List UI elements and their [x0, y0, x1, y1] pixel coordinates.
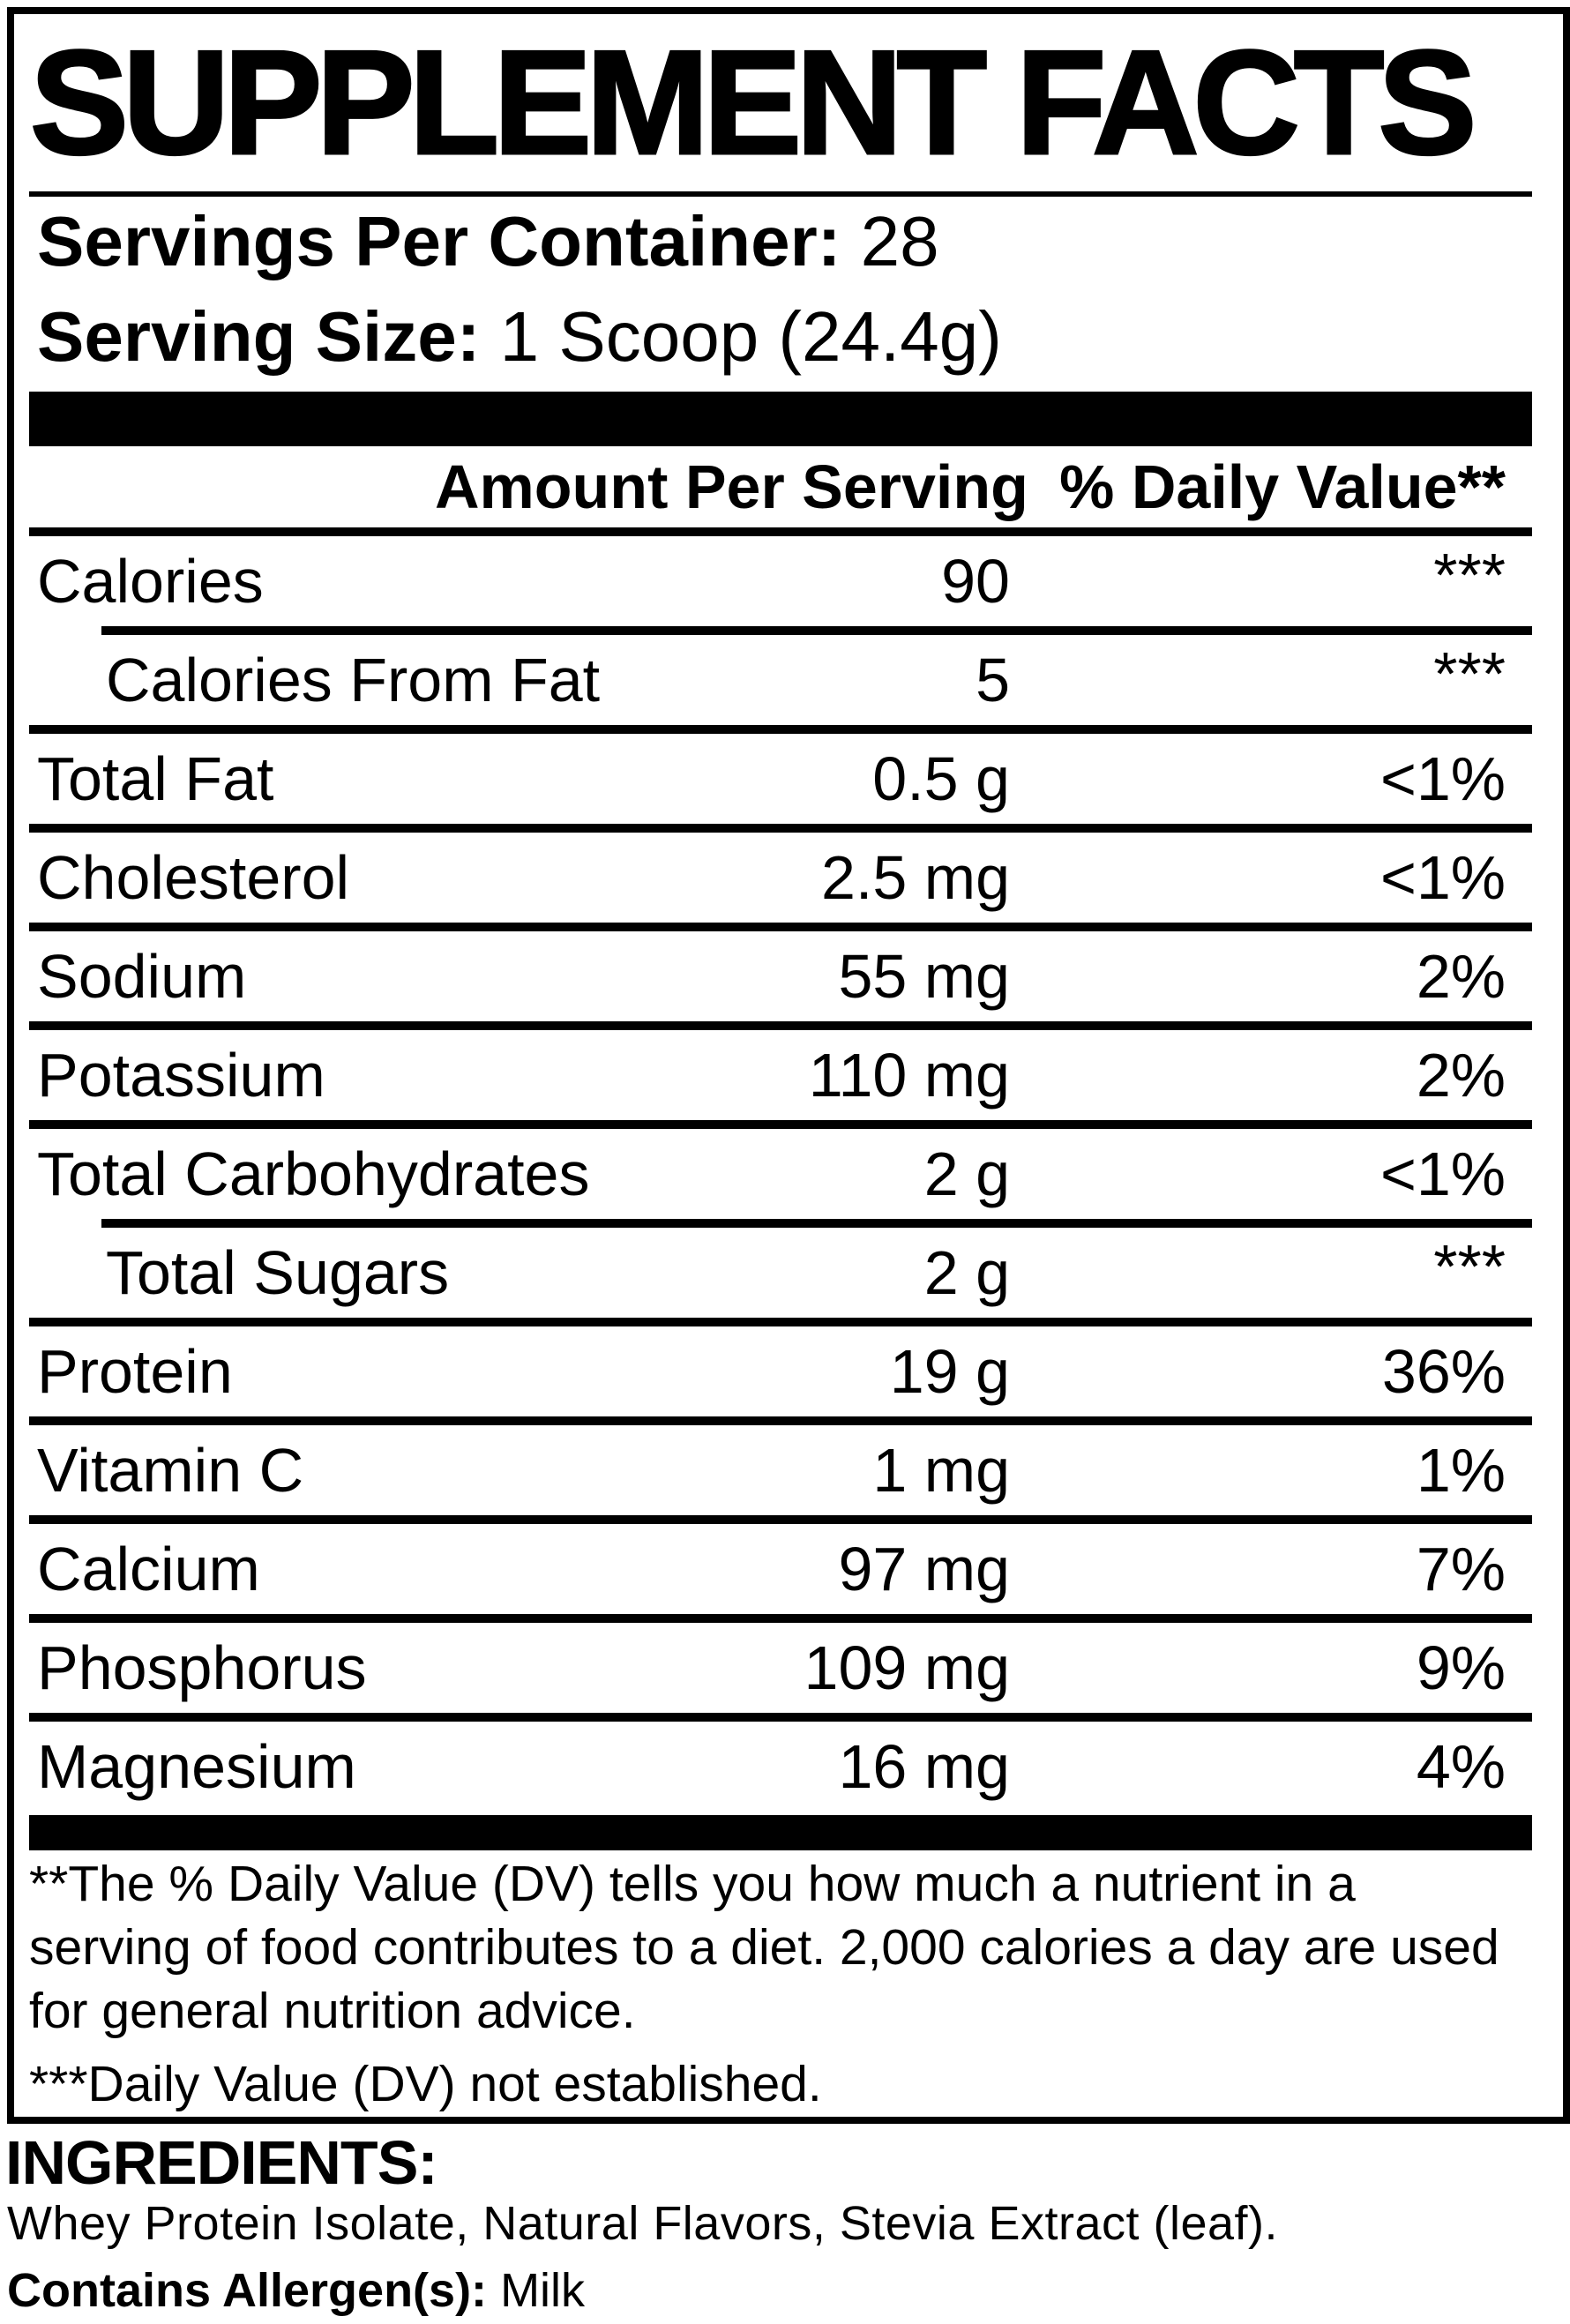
nutrient-name: Total Fat — [37, 744, 274, 813]
nutrient-name: Total Carbohydrates — [37, 1140, 590, 1208]
panel-title: SUPPLEMENT FACTS — [28, 19, 1477, 187]
table-row: Potassium 110 mg 2% — [29, 1030, 1532, 1129]
nutrient-name: Calcium — [37, 1535, 260, 1603]
ingredients-list: Whey Protein Isolate, Natural Flavors, S… — [7, 2197, 1279, 2250]
serving-size-label: Serving Size: — [37, 297, 481, 376]
title-divider — [29, 191, 1532, 197]
servings-per-container-label: Servings Per Container: — [37, 202, 841, 280]
table-row: Magnesium 16 mg 4% — [29, 1722, 1532, 1812]
supplement-facts-panel — [7, 7, 1570, 2124]
nutrient-daily-value: *** — [1433, 1232, 1506, 1301]
nutrient-amount: 0.5 g — [872, 744, 1010, 813]
serving-size: Serving Size: 1 Scoop (24.4g) — [37, 296, 1002, 377]
table-row: Total Sugars 2 g *** — [29, 1228, 1532, 1326]
table-row: Total Carbohydrates 2 g <1% — [29, 1129, 1532, 1219]
row-separator-indented — [101, 1219, 1532, 1228]
nutrient-amount: 110 mg — [808, 1041, 1010, 1110]
header-black-bar — [29, 392, 1532, 446]
allergen-label: Contains Allergen(s): — [7, 2264, 488, 2317]
serving-size-value: 1 Scoop (24.4g) — [499, 297, 1002, 376]
nutrient-table: Calories 90 *** Calories From Fat 5 *** … — [29, 536, 1532, 1812]
nutrient-amount: 55 mg — [838, 942, 1010, 1011]
amount-per-serving-header: Amount Per Serving — [435, 452, 1028, 521]
nutrient-name: Total Sugars — [106, 1238, 450, 1307]
nutrient-amount: 5 — [976, 646, 1010, 714]
footnote-black-bar — [29, 1815, 1532, 1850]
nutrient-name: Calories — [37, 547, 264, 616]
nutrient-daily-value: 7% — [1416, 1535, 1506, 1603]
ingredients-heading: INGREDIENTS: — [5, 2128, 438, 2197]
nutrient-daily-value: <1% — [1379, 1140, 1506, 1208]
table-row: Calories 90 *** — [29, 536, 1532, 626]
nutrient-amount: 1 mg — [872, 1436, 1010, 1505]
nutrient-daily-value: <1% — [1379, 744, 1506, 813]
nutrient-name: Potassium — [37, 1041, 325, 1110]
nutrient-amount: 109 mg — [804, 1633, 1010, 1702]
table-header-row: Amount Per Serving % Daily Value** — [29, 446, 1532, 527]
table-row: Vitamin C 1 mg 1% — [29, 1425, 1532, 1524]
nutrient-daily-value: 2% — [1416, 942, 1506, 1011]
table-row: Protein 19 g 36% — [29, 1326, 1532, 1425]
nutrient-name: Cholesterol — [37, 843, 350, 912]
daily-value-footnote: **The % Daily Value (DV) tells you how m… — [29, 1856, 1499, 2039]
nutrient-name: Phosphorus — [37, 1633, 367, 1702]
nutrient-amount: 16 mg — [838, 1732, 1010, 1801]
daily-value-header: % Daily Value** — [1059, 452, 1506, 521]
nutrient-daily-value: *** — [1433, 639, 1506, 708]
not-established-footnote: ***Daily Value (DV) not established. — [29, 2056, 822, 2112]
nutrient-daily-value: 4% — [1416, 1732, 1506, 1801]
table-row: Calcium 97 mg 7% — [29, 1524, 1532, 1623]
nutrient-amount: 97 mg — [838, 1535, 1010, 1603]
nutrient-amount: 90 — [941, 547, 1010, 616]
row-separator-indented — [101, 626, 1532, 635]
nutrient-name: Sodium — [37, 942, 247, 1011]
table-row: Phosphorus 109 mg 9% — [29, 1623, 1532, 1722]
nutrient-name: Magnesium — [37, 1732, 356, 1801]
allergen-statement: Contains Allergen(s): Milk — [7, 2263, 585, 2318]
nutrient-amount: 2 g — [923, 1238, 1010, 1307]
servings-per-container: Servings Per Container: 28 — [37, 201, 939, 282]
nutrient-name: Protein — [37, 1337, 233, 1406]
nutrient-daily-value: *** — [1433, 541, 1506, 609]
nutrient-amount: 2.5 mg — [821, 843, 1010, 912]
table-row: Cholesterol 2.5 mg <1% — [29, 833, 1532, 931]
allergen-value: Milk — [500, 2264, 586, 2317]
table-row: Calories From Fat 5 *** — [29, 635, 1532, 734]
table-row: Total Fat 0.5 g <1% — [29, 734, 1532, 833]
nutrient-daily-value: 36% — [1381, 1337, 1506, 1406]
nutrient-daily-value: 1% — [1416, 1436, 1506, 1505]
nutrient-daily-value: 9% — [1416, 1633, 1506, 1702]
nutrient-amount: 2 g — [923, 1140, 1010, 1208]
nutrient-name: Calories From Fat — [106, 646, 601, 714]
nutrient-daily-value: <1% — [1379, 843, 1506, 912]
nutrient-daily-value: 2% — [1416, 1041, 1506, 1110]
header-divider — [29, 527, 1532, 536]
table-row: Sodium 55 mg 2% — [29, 931, 1532, 1030]
nutrient-name: Vitamin C — [37, 1436, 304, 1505]
nutrient-amount: 19 g — [889, 1337, 1010, 1406]
servings-per-container-value: 28 — [860, 202, 939, 280]
